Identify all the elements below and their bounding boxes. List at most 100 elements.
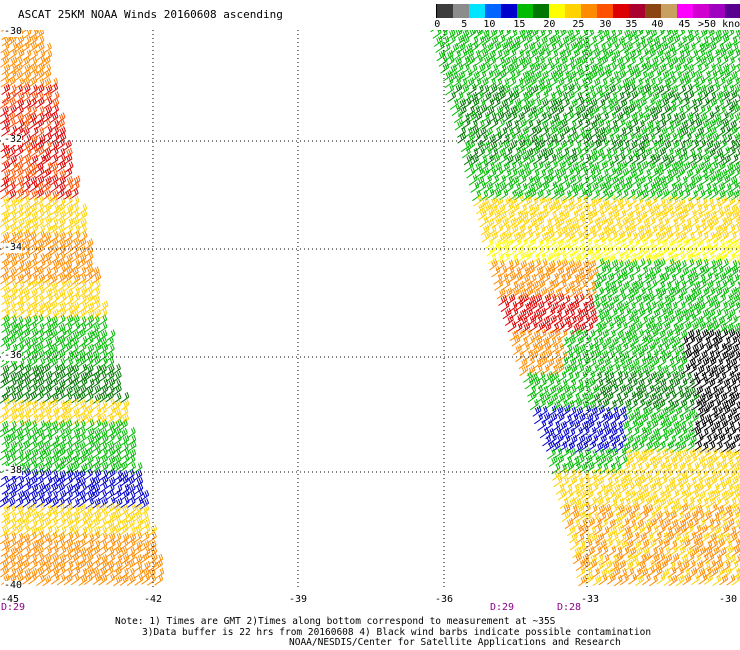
wind-barb (634, 167, 644, 179)
wind-barb (681, 482, 691, 495)
wind-barb (36, 559, 46, 571)
wind-barb (710, 511, 720, 524)
wind-barb (616, 230, 626, 242)
wind-barb (592, 195, 602, 208)
wind-barb (56, 323, 66, 335)
wind-barb (14, 412, 24, 424)
wind-barb (553, 98, 563, 110)
wind-barb (35, 441, 45, 453)
wind-barb (703, 510, 712, 523)
wind-barb (595, 147, 604, 160)
wind-barb (679, 554, 689, 566)
wind-barb (49, 209, 59, 222)
wind-barb (50, 440, 60, 452)
wind-barb (576, 566, 586, 579)
lon-label: -30 (718, 594, 738, 605)
wind-barb (637, 62, 647, 75)
wind-barb (113, 554, 123, 566)
wind-barb (632, 69, 642, 81)
wind-barb (605, 272, 615, 285)
wind-barb (628, 308, 638, 321)
wind-barb (694, 295, 704, 307)
wind-barb (535, 300, 545, 312)
wind-barb (734, 205, 740, 216)
wind-barb (71, 427, 81, 440)
wind-barb (22, 308, 32, 320)
wind-barb (559, 258, 568, 271)
wind-barb (106, 468, 116, 480)
wind-barb (652, 531, 662, 543)
wind-barb (627, 224, 637, 236)
wind-barb (570, 456, 580, 468)
wind-barb (693, 532, 703, 544)
wind-barb (620, 167, 630, 180)
wind-barb (711, 280, 721, 292)
wind-barb (728, 357, 738, 369)
wind-barb (43, 538, 53, 550)
wind-barb (618, 413, 628, 425)
wind-barb (503, 119, 513, 132)
wind-barb (643, 469, 653, 482)
wind-barb (36, 496, 46, 508)
wind-barb (579, 349, 589, 362)
wind-barb (589, 482, 599, 494)
wind-barb (590, 104, 600, 117)
wind-barb (638, 210, 648, 223)
wind-barb (657, 497, 667, 509)
wind-barb (549, 189, 559, 201)
wind-barb (35, 279, 45, 291)
wind-barb (662, 113, 672, 125)
wind-barb (605, 301, 615, 314)
wind-barb (608, 525, 618, 538)
wind-barb (78, 454, 87, 466)
wind-barb (460, 35, 470, 47)
wind-barb (660, 272, 670, 285)
wind-barb (50, 308, 60, 321)
legend-label: 5 (461, 19, 468, 30)
wind-barb (466, 132, 476, 144)
wind-barb (536, 279, 546, 291)
wind-barb (684, 279, 694, 291)
wind-barb (127, 504, 137, 516)
wind-barb (678, 356, 688, 368)
wind-barb (27, 231, 37, 243)
wind-barb (573, 230, 583, 243)
wind-barb (687, 238, 697, 250)
wind-barb (716, 189, 726, 201)
wind-barb (654, 161, 664, 174)
wind-barb (456, 70, 466, 82)
wind-barb (531, 309, 541, 321)
wind-barb (553, 63, 563, 75)
wind-barb (78, 574, 88, 587)
wind-barb (494, 140, 503, 153)
wind-barb (7, 489, 17, 501)
wind-barb (613, 188, 623, 201)
wind-barb (140, 489, 150, 502)
wind-barb (506, 293, 516, 306)
wind-barb (106, 447, 116, 459)
wind-barb (0, 420, 9, 433)
wind-barb (527, 126, 537, 138)
wind-barb (521, 104, 531, 117)
wind-barb (22, 468, 31, 480)
wind-barb (591, 272, 601, 285)
wind-barb (573, 119, 583, 131)
wind-barb (64, 503, 73, 515)
wind-barb (126, 497, 136, 509)
wind-barb (556, 302, 566, 314)
wind-barb (608, 427, 618, 439)
wind-barb (15, 504, 24, 516)
wind-barb (728, 532, 738, 544)
wind-barb (64, 288, 74, 300)
wind-barb (476, 62, 486, 75)
wind-barb (531, 34, 540, 47)
wind-barb (717, 48, 727, 60)
wind-barb (691, 35, 701, 47)
wind-barb (728, 315, 738, 327)
wind-barb (85, 483, 95, 495)
wind-barb (664, 399, 674, 411)
wind-barb (504, 182, 514, 194)
wind-barb (700, 265, 710, 277)
wind-barb (639, 315, 649, 328)
wind-barb (718, 195, 728, 207)
